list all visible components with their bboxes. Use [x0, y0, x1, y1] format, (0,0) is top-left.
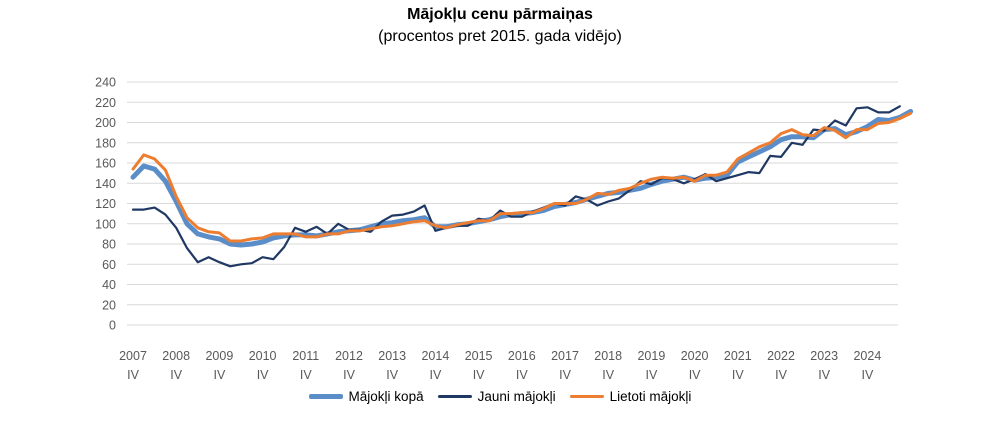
x-tick-label-year: 2009	[205, 349, 233, 363]
x-tick-label-quarter: IV	[516, 368, 528, 382]
x-tick-label-year: 2021	[724, 349, 752, 363]
x-tick-label-year: 2023	[810, 349, 838, 363]
legend-swatch-total	[308, 394, 343, 399]
x-tick-label-year: 2016	[508, 349, 536, 363]
x-tick-label-year: 2014	[421, 349, 449, 363]
legend-label-total: Mājokļi kopā	[348, 389, 424, 404]
x-tick-label-quarter: IV	[257, 368, 269, 382]
legend-item-used: Lietoti mājokļi	[569, 389, 692, 404]
legend-swatch-used	[569, 394, 604, 399]
legend-label-new: Jauni mājokļi	[477, 389, 556, 404]
x-tick-label-quarter: IV	[818, 368, 830, 382]
x-tick-label-quarter: IV	[127, 368, 139, 382]
x-tick-label-quarter: IV	[775, 368, 787, 382]
x-tick-label-quarter: IV	[170, 368, 182, 382]
x-tick-label-quarter: IV	[300, 368, 312, 382]
legend: Mājokļi kopā Jauni mājokļi Lietoti mājok…	[0, 389, 1000, 404]
legend-item-total: Mājokļi kopā	[308, 389, 424, 404]
x-tick-label-year: 2011	[292, 349, 319, 363]
y-tick-label: 200	[95, 116, 116, 130]
x-tick-label-quarter: IV	[645, 368, 657, 382]
x-tick-label-year: 2013	[378, 349, 406, 363]
y-tick-label: 180	[95, 136, 116, 150]
y-tick-label: 240	[95, 76, 116, 90]
y-tick-label: 40	[102, 278, 116, 292]
x-tick-label-quarter: IV	[343, 368, 355, 382]
x-tick-label-year: 2017	[551, 349, 579, 363]
x-tick-label-quarter: IV	[473, 368, 485, 382]
x-tick-label-quarter: IV	[429, 368, 441, 382]
x-tick-label-quarter: IV	[559, 368, 571, 382]
legend-swatch-new	[437, 395, 472, 398]
x-tick-label-year: 2024	[853, 349, 881, 363]
x-tick-label-quarter: IV	[861, 368, 873, 382]
series-line-new	[131, 105, 901, 268]
y-tick-label: 80	[102, 238, 116, 252]
x-tick-label-year: 2018	[594, 349, 622, 363]
x-tick-label-quarter: IV	[732, 368, 744, 382]
series-line-used	[131, 111, 913, 243]
x-tick-label-quarter: IV	[689, 368, 701, 382]
x-tick-label-year: 2008	[162, 349, 190, 363]
legend-label-used: Lietoti mājokļi	[609, 389, 692, 404]
chart-title: Mājokļu cenu pārmaiņas	[407, 6, 593, 23]
chart-subtitle: (procentos pret 2015. gada vidējo)	[378, 28, 622, 45]
y-tick-label: 160	[95, 157, 116, 171]
legend-item-new: Jauni mājokļi	[437, 389, 556, 404]
y-tick-label: 120	[95, 197, 116, 211]
x-tick-label-year: 2012	[335, 349, 363, 363]
y-tick-label: 0	[109, 319, 116, 333]
y-tick-label: 60	[102, 258, 116, 272]
x-tick-label-quarter: IV	[386, 368, 398, 382]
x-tick-label-year: 2015	[465, 349, 493, 363]
x-tick-label-year: 2022	[767, 349, 795, 363]
x-tick-label-year: 2010	[249, 349, 277, 363]
x-tick-label-quarter: IV	[602, 368, 614, 382]
x-tick-label-quarter: IV	[213, 368, 225, 382]
y-tick-label: 100	[95, 217, 116, 231]
x-tick-label-year: 2007	[119, 349, 147, 363]
x-tick-label-year: 2020	[681, 349, 709, 363]
y-tick-label: 140	[95, 177, 116, 191]
y-tick-label: 220	[95, 96, 116, 110]
x-tick-label-year: 2019	[637, 349, 665, 363]
y-tick-label: 20	[102, 298, 116, 312]
